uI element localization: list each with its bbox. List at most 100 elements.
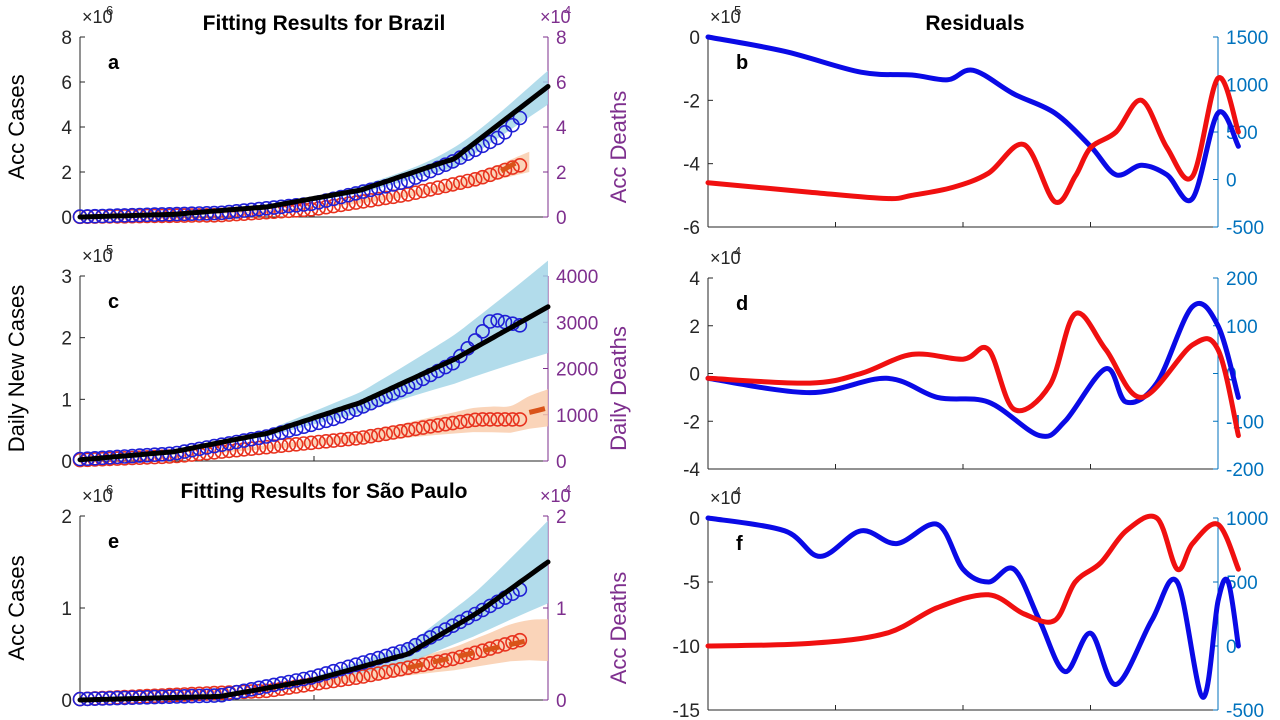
cases-observed-marker <box>452 348 468 364</box>
deaths-observed-marker <box>408 421 423 437</box>
deaths-observed-marker <box>318 433 334 449</box>
y2-tick-label: -500 <box>1226 218 1264 239</box>
y2-tick-label: 100 <box>1226 317 1258 338</box>
y2-exponent: ×10 <box>540 486 571 506</box>
y-tick-label: 0 <box>61 452 72 473</box>
y-tick-label: 0 <box>61 691 72 712</box>
y-exponent-power: 5 <box>734 3 741 18</box>
deaths-observed-marker <box>303 676 319 692</box>
deaths-observed-marker <box>452 649 468 665</box>
panel-label: a <box>108 52 120 74</box>
y2-tick-label: 2000 <box>556 360 598 381</box>
cases-residual-line <box>705 515 1241 700</box>
y2-tick-label: 1000 <box>556 406 598 427</box>
cases-observed-marker <box>482 134 498 150</box>
deaths-observed-marker <box>296 678 312 693</box>
cases-observed-marker <box>490 313 505 328</box>
y-tick-label: 4 <box>689 269 700 290</box>
y2-tick-label: 8 <box>556 28 567 49</box>
deaths-fit-line <box>528 405 549 415</box>
deaths-observed-marker <box>385 425 401 440</box>
deaths-observed-marker <box>348 431 364 446</box>
deaths-observed-marker <box>370 191 386 207</box>
deaths-observed-marker <box>251 440 267 456</box>
y-exponent: ×10 <box>710 7 741 27</box>
deaths-observed-marker <box>355 194 371 209</box>
deaths-observed-marker <box>430 417 446 433</box>
deaths-observed-marker <box>475 169 490 185</box>
cases-fit-line <box>77 304 551 463</box>
y-tick-label: -10 <box>673 637 700 658</box>
deaths-observed-marker <box>497 162 513 178</box>
cases-observed-marker <box>326 191 341 207</box>
y-axis-title: Acc Cases <box>4 74 29 179</box>
y2-tick-label: -100 <box>1226 412 1264 433</box>
y-tick-label: 4 <box>61 118 72 139</box>
y-tick-label: 8 <box>61 28 72 49</box>
y-tick-label: 1 <box>61 390 72 411</box>
deaths-observed-marker <box>378 190 394 206</box>
y-tick-label: 2 <box>61 329 72 350</box>
y-tick-label: 1 <box>61 599 72 620</box>
deaths-observed-marker <box>393 423 408 439</box>
y-tick-label: 6 <box>61 73 72 94</box>
deaths-observed-marker <box>370 666 386 681</box>
deaths-fit-line <box>499 158 522 174</box>
deaths-observed-marker <box>460 413 476 429</box>
cases-residual-line <box>705 300 1241 439</box>
y-tick-label: 2 <box>689 317 700 338</box>
deaths-observed-marker <box>214 444 229 459</box>
y-exponent: ×10 <box>82 7 113 27</box>
deaths-observed-marker <box>415 420 431 435</box>
deaths-observed-marker <box>363 428 379 444</box>
deaths-residual-line <box>705 513 1241 649</box>
y2-exponent-power: 4 <box>564 482 571 497</box>
deaths-observed-marker <box>378 426 394 442</box>
cases-observed-marker <box>512 110 528 126</box>
y2-tick-label: 1000 <box>1226 76 1268 97</box>
cases-observed-marker <box>467 606 483 622</box>
y2-axis-title: Daily Deaths <box>606 326 631 451</box>
deaths-observed-marker <box>475 412 490 427</box>
deaths-observed-marker <box>497 412 513 427</box>
cases-observed-marker <box>490 130 505 146</box>
y-tick-label: -2 <box>683 412 700 433</box>
deaths-residual-line <box>705 75 1241 205</box>
deaths-observed-marker <box>467 172 483 187</box>
panel-f: -15 -10 -5 0 -500 0 500 1000 ×104 f <box>673 484 1269 720</box>
chart-title: Fitting Results for São Paulo <box>180 480 467 503</box>
deaths-observed-marker <box>236 442 252 457</box>
y-tick-label: 0 <box>61 208 72 229</box>
cases-fit-band <box>80 520 548 700</box>
deaths-observed-marker <box>423 182 438 197</box>
deaths-observed-marker <box>438 416 453 432</box>
y-tick-label: 2 <box>61 507 72 528</box>
y-exponent-power: 5 <box>106 242 113 257</box>
deaths-observed-marker <box>400 422 416 438</box>
y-exponent-power: 4 <box>734 244 741 259</box>
y2-tick-label: 1000 <box>1226 509 1268 530</box>
y2-tick-label: 0 <box>1226 171 1237 192</box>
deaths-residual-line <box>705 310 1241 439</box>
deaths-observed-marker <box>452 414 468 430</box>
y-exponent: ×10 <box>82 246 113 266</box>
y-tick-label: 3 <box>61 267 72 288</box>
panel-label: b <box>736 52 748 74</box>
y-exponent-power: 6 <box>106 3 113 18</box>
deaths-observed-marker <box>505 412 520 427</box>
deaths-observed-marker <box>512 412 528 427</box>
y-axis-title: Acc Cases <box>4 555 29 660</box>
deaths-observed-marker <box>326 433 341 448</box>
deaths-observed-marker <box>355 430 371 445</box>
deaths-observed-marker <box>341 431 356 447</box>
panel-label: d <box>736 293 748 315</box>
cases-fit-line <box>77 84 551 220</box>
y2-tick-label: 4 <box>556 118 567 139</box>
cases-observed-marker <box>475 602 490 618</box>
deaths-fit-line <box>407 637 530 671</box>
cases-fit-line <box>77 559 551 703</box>
y2-tick-label: 2 <box>556 163 567 184</box>
deaths-observed-marker <box>423 419 438 434</box>
